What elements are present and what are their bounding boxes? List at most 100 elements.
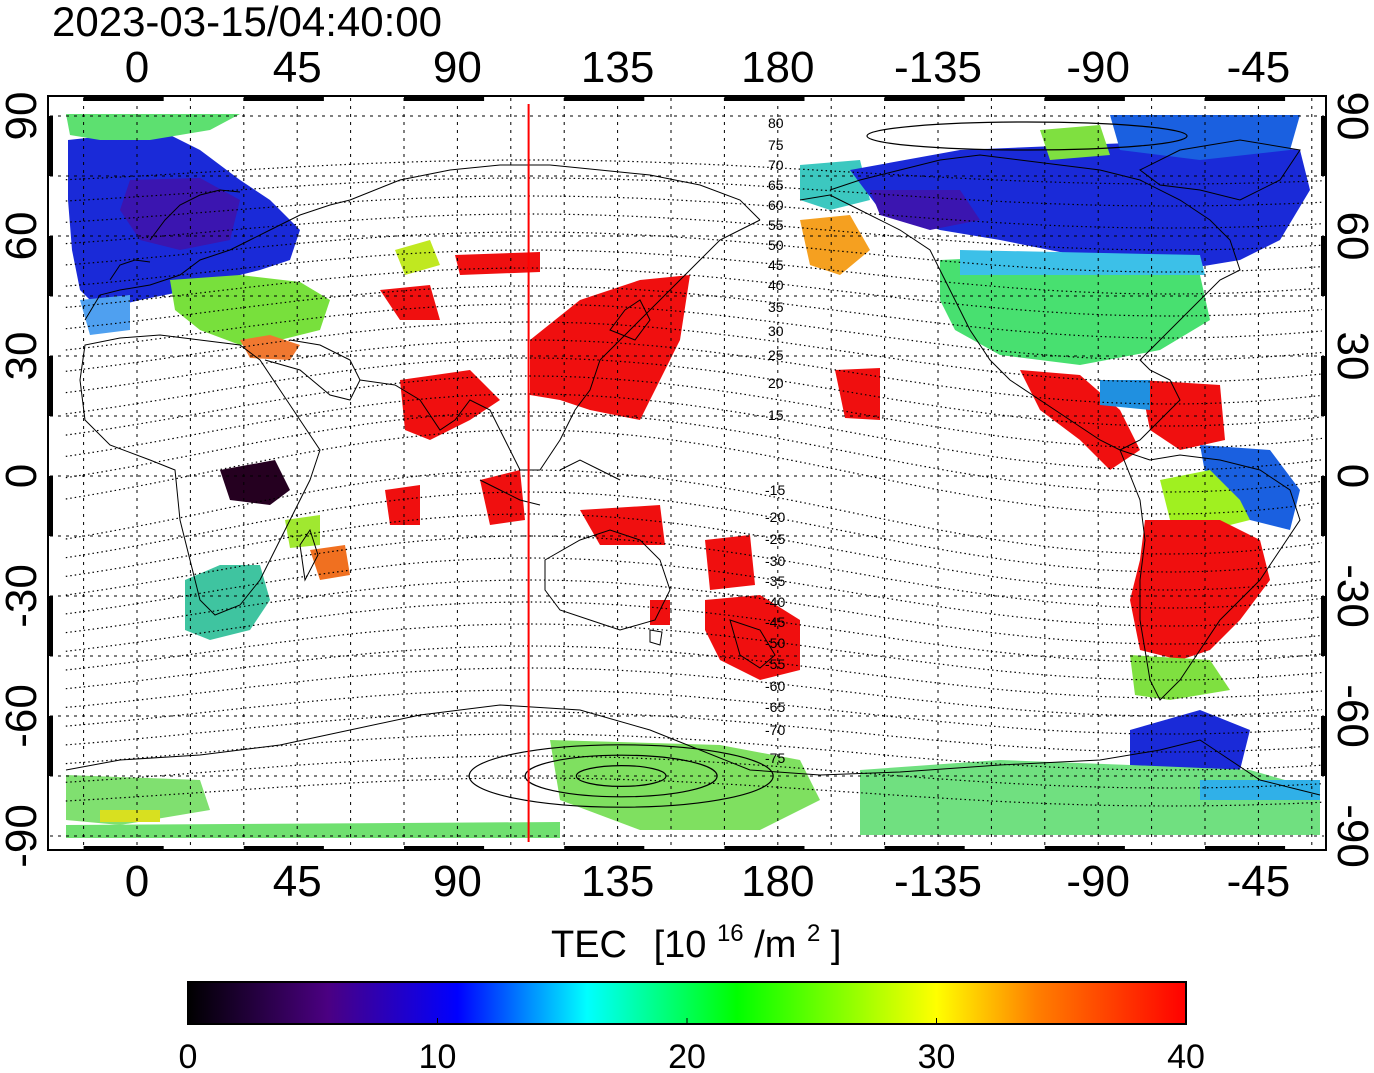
tec-region-south-america [1130, 520, 1270, 660]
colorbar-label-unit-mid: /m [754, 924, 796, 966]
contour-line [65, 557, 1322, 627]
contour-label: -45 [765, 614, 785, 630]
colorbar-label-unit-prefix: [10 [654, 924, 707, 966]
longitude-tick-label: 45 [273, 857, 322, 906]
tec-region-east-asia [530, 275, 690, 420]
contour-line [65, 535, 1322, 609]
contour-line [65, 249, 1322, 295]
axis-bar-segment [1321, 716, 1326, 776]
latitude-tick-label: 90 [0, 92, 46, 141]
colorbar-label-exp: 16 [717, 920, 744, 947]
axis-bar-segment [884, 846, 965, 851]
contour-label: 15 [768, 407, 784, 423]
tec-region-sw-pacific [705, 535, 755, 590]
axis-bar-segment [564, 96, 645, 101]
tec-region-central-africa [220, 460, 290, 505]
contour-label: -65 [765, 699, 785, 715]
tec-region-alaska-orange [800, 215, 870, 275]
latitude-tick-label: -90 [0, 804, 46, 868]
contour-label: 60 [768, 197, 784, 213]
tec-region-arctic-canada [1040, 125, 1110, 160]
colorbar-tick-labels: 0 10 20 30 40 [179, 1018, 1205, 1073]
contour-label: -75 [765, 750, 785, 766]
longitude-tick-label: 135 [581, 857, 654, 906]
tec-region-se-asia [480, 470, 525, 525]
pole-contour [524, 754, 718, 798]
contour-line [65, 321, 1322, 383]
axis-bar-segment [1321, 236, 1326, 296]
tec-region-hawaii [835, 368, 880, 420]
tec-region-new-zealand [705, 595, 800, 680]
contour-label: 35 [768, 299, 784, 315]
longitude-tick-label: -45 [1227, 857, 1291, 906]
tec-region-usa-blue [960, 250, 1205, 275]
axis-bar-segment [1205, 96, 1286, 101]
longitude-tick-label: 180 [741, 43, 814, 92]
colorbar [187, 981, 1187, 1025]
colorbar-label-unit-suffix: ] [831, 924, 842, 966]
contour-line [65, 469, 1322, 555]
latitude-tick-label: 30 [1328, 332, 1374, 381]
contour-line [65, 667, 1322, 717]
contour-line [65, 375, 1322, 449]
magnetic-latitude-contours [65, 121, 1322, 808]
contour-label: -25 [765, 531, 785, 547]
contour-line [65, 267, 1322, 317]
contour-label: -55 [765, 656, 785, 672]
tec-data-layer [66, 114, 1320, 838]
contour-line [65, 411, 1322, 493]
contour-line [65, 393, 1322, 471]
axis-bar-segment [83, 96, 164, 101]
contour-label: 25 [768, 347, 784, 363]
latitude-tick-label: -30 [1328, 564, 1374, 628]
contour-line [65, 623, 1322, 681]
axis-bar-segment [1321, 356, 1326, 416]
contour-label: -15 [765, 482, 785, 498]
tec-region-mediterranean [170, 275, 330, 345]
colorbar-tick-label: 0 [179, 1038, 198, 1073]
right-latitude-labels: 90 60 30 0 -30 -60 -90 [1328, 92, 1374, 868]
contour-label: 40 [768, 277, 784, 293]
contour-line [65, 513, 1322, 591]
contour-labels: 80 75 70 65 60 55 50 45 40 35 30 25 20 15 -15 -20 -25 -30… [765, 115, 785, 766]
tec-region-south-africa [185, 565, 270, 640]
tec-region-kazakh [395, 240, 440, 275]
latitude-tick-label: -30 [0, 564, 46, 628]
contour-label: 50 [768, 237, 784, 253]
colorbar-label-main: TEC [551, 924, 627, 966]
axis-bar-segment [243, 96, 324, 101]
contour-label: 55 [768, 217, 784, 233]
contour-label: -70 [765, 722, 785, 738]
longitude-tick-label: -45 [1227, 43, 1291, 92]
tec-region-india [400, 370, 500, 440]
contour-label: -50 [765, 635, 785, 651]
axis-bar-segment [724, 96, 805, 101]
axis-bar-segment [1321, 116, 1326, 176]
tec-region-arctic-green [66, 114, 240, 140]
coastlines [65, 139, 1321, 796]
axis-bar-segment [48, 116, 53, 176]
tec-region-iberia [80, 295, 130, 335]
contour-line [65, 491, 1322, 573]
axis-bar-segment [1321, 596, 1326, 656]
tec-region-siberia [455, 252, 540, 275]
axis-bar-segment [564, 846, 645, 851]
latitude-tick-label: 30 [0, 332, 46, 381]
tec-region-antarctic-coast [66, 822, 560, 838]
longitude-tick-label: -135 [894, 857, 982, 906]
contour-line [65, 579, 1322, 645]
longitude-tick-label: -90 [1066, 43, 1130, 92]
latitude-tick-label: 0 [1328, 464, 1374, 488]
contour-label: 80 [768, 115, 784, 131]
latitude-tick-label: -90 [1328, 804, 1374, 868]
tec-region-greenland [1110, 115, 1300, 160]
contour-label: -40 [765, 594, 785, 610]
map-title: 2023-03-15/04:40:00 [52, 0, 442, 45]
axis-bar-segment [48, 596, 53, 656]
tec-region-brazil-blue [1200, 445, 1300, 530]
longitude-tick-label: 0 [125, 857, 149, 906]
left-latitude-labels: 90 60 30 0 -30 -60 -90 [0, 92, 46, 868]
pole-contour [468, 744, 774, 808]
map-grid [50, 98, 1324, 848]
